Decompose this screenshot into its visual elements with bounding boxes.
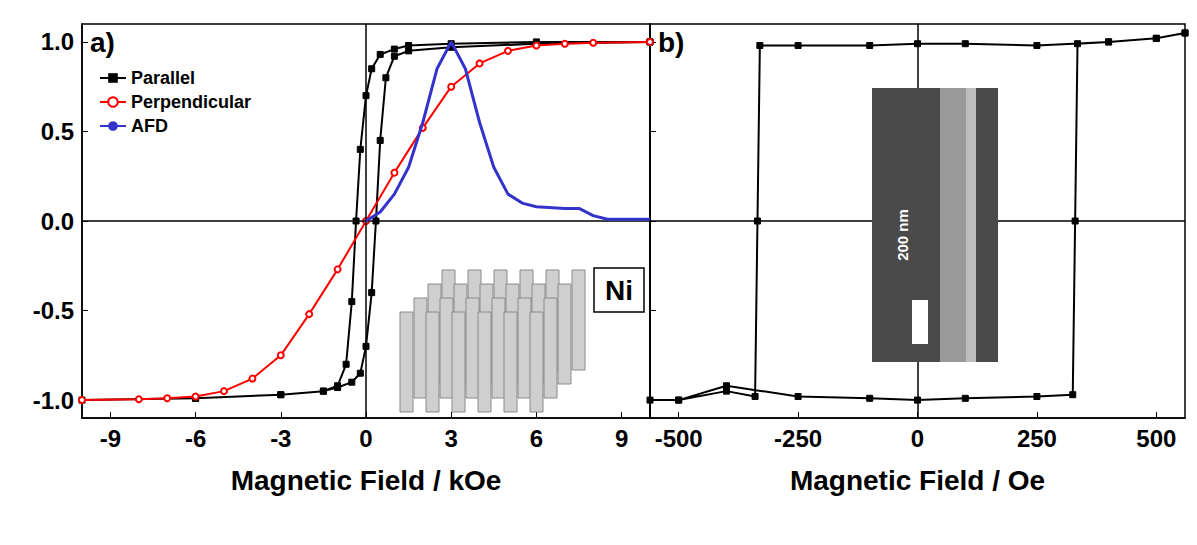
svg-text:-9: -9 <box>100 425 121 452</box>
svg-text:200 nm: 200 nm <box>894 209 911 261</box>
svg-text:250: 250 <box>1017 425 1057 452</box>
svg-text:Parallel: Parallel <box>131 68 195 88</box>
svg-text:-6: -6 <box>185 425 206 452</box>
svg-text:0: 0 <box>359 425 372 452</box>
svg-text:Ni: Ni <box>605 275 633 306</box>
svg-text:3: 3 <box>445 425 458 452</box>
svg-text:6: 6 <box>530 425 543 452</box>
svg-text:AFD: AFD <box>131 116 168 136</box>
svg-text:-0.5: -0.5 <box>33 297 74 324</box>
svg-text:9: 9 <box>615 425 628 452</box>
svg-text:Magnetic Field / kOe: Magnetic Field / kOe <box>231 465 502 496</box>
svg-text:0.0: 0.0 <box>41 208 74 235</box>
svg-text:Magnetic Field / Oe: Magnetic Field / Oe <box>790 465 1045 496</box>
svg-text:0.5: 0.5 <box>41 118 74 145</box>
svg-text:-3: -3 <box>270 425 291 452</box>
svg-text:1.0: 1.0 <box>41 28 74 55</box>
svg-text:-1.0: -1.0 <box>33 387 74 414</box>
svg-text:0: 0 <box>911 425 924 452</box>
svg-text:a): a) <box>90 27 115 58</box>
svg-text:-250: -250 <box>774 425 822 452</box>
svg-text:-500: -500 <box>655 425 703 452</box>
svg-text:Perpendicular: Perpendicular <box>131 92 251 112</box>
svg-text:b): b) <box>658 27 684 58</box>
svg-text:500: 500 <box>1136 425 1176 452</box>
